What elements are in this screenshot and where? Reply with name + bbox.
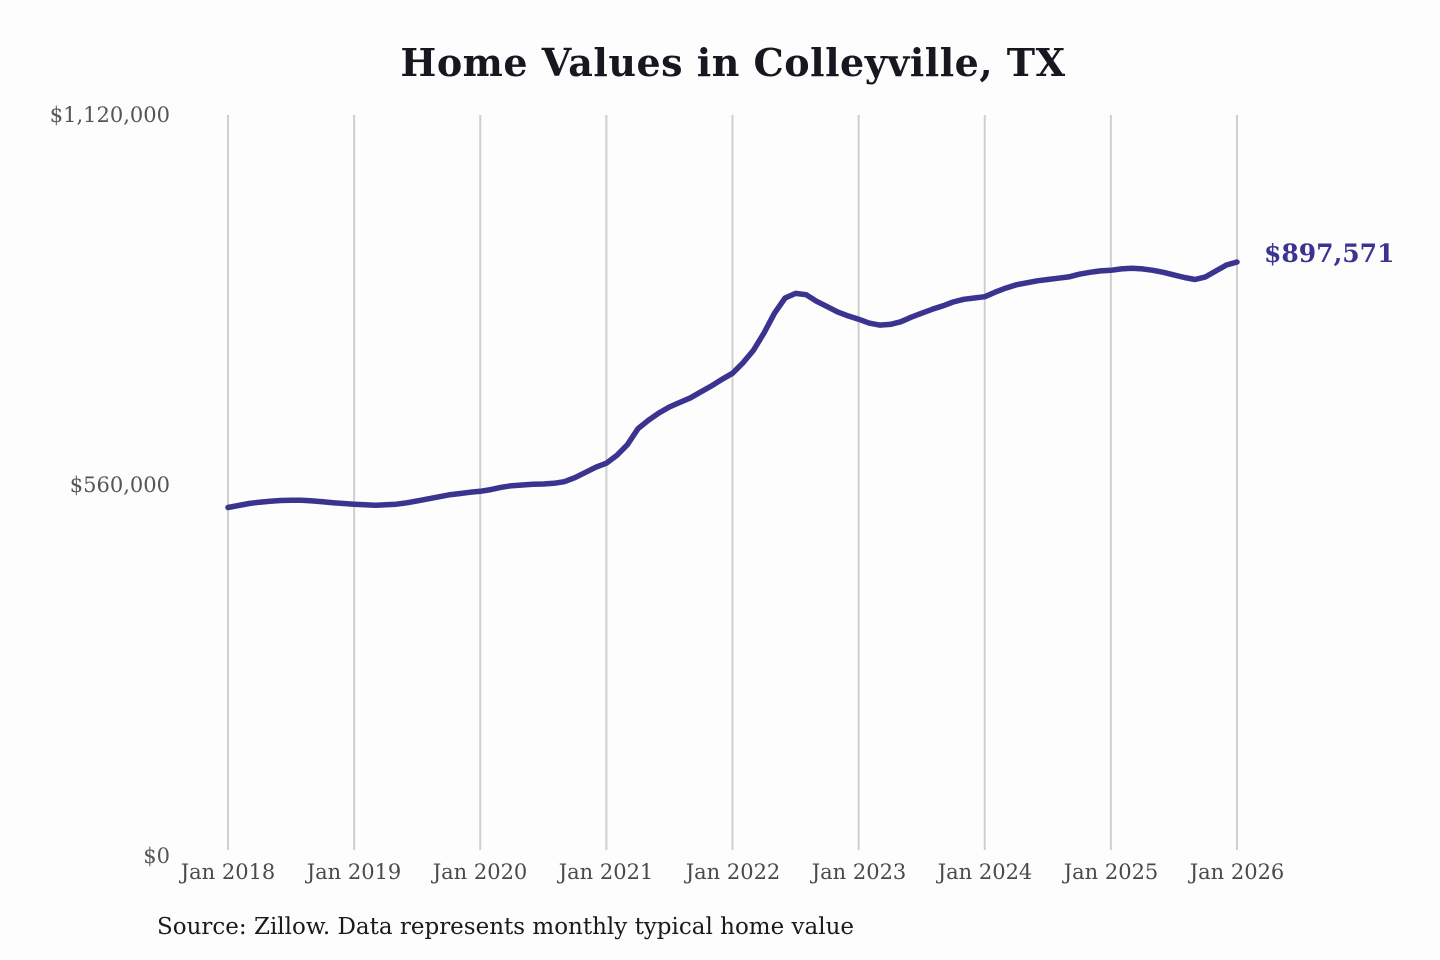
x-axis-tick-2024: Jan 2024 [937,860,1033,884]
y-axis-tick-zero: $0 [143,844,170,868]
chart-title: Home Values in Colleyville, TX [400,40,1066,85]
y-axis-tick-middle: $560,000 [69,473,170,497]
y-axis-tick-top: $1,120,000 [49,103,170,127]
x-axis-tick-2020: Jan 2020 [432,860,528,884]
latest-value-label: $897,571 [1264,239,1395,268]
x-axis-tick-2021: Jan 2021 [558,860,654,884]
x-axis-tick-2023: Jan 2023 [811,860,907,884]
x-axis-tick-2025: Jan 2025 [1063,860,1159,884]
home-value-line [225,259,1240,511]
x-axis-tick-2019: Jan 2019 [306,860,402,884]
x-axis-tick-2026: Jan 2026 [1189,860,1285,884]
source-note: Source: Zillow. Data represents monthly … [157,914,855,940]
x-axis-tick-2018: Jan 2018 [180,860,276,884]
x-axis-tick-2022: Jan 2022 [685,860,781,884]
